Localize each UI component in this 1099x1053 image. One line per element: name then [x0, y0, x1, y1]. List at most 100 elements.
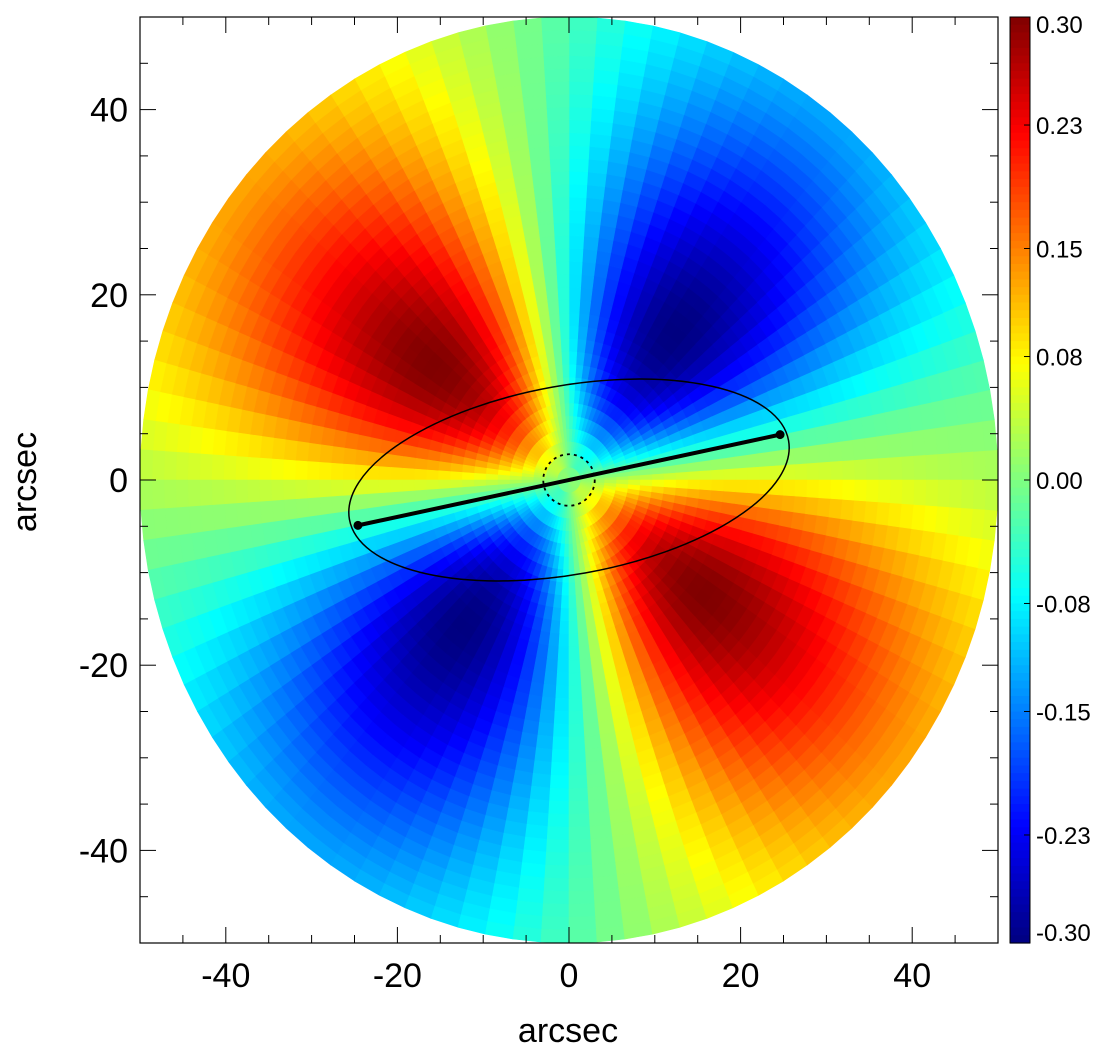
heatmap-cell	[330, 462, 344, 481]
colorbar-step	[1010, 757, 1030, 767]
colorbar-step	[1010, 834, 1030, 844]
heatmap-cell	[449, 479, 463, 489]
heatmap-cell	[556, 273, 570, 288]
colorbar-step	[1010, 672, 1030, 682]
heatmap-cell	[586, 171, 607, 188]
heatmap-cell	[540, 248, 557, 264]
colorbar-step	[1010, 47, 1030, 57]
heatmap-cell	[710, 489, 724, 503]
colorbar-step	[1010, 827, 1030, 836]
heatmap-cell	[734, 491, 748, 506]
heatmap-cell	[806, 479, 820, 498]
colorbar-step	[1010, 750, 1030, 759]
heatmap-cell	[568, 209, 586, 224]
heatmap-cell	[568, 633, 580, 648]
heatmap-cell	[769, 493, 784, 511]
heatmap-cell	[306, 461, 320, 481]
heatmap-cell	[595, 17, 626, 35]
colorbar-tick-label: 0.23	[1036, 113, 1083, 140]
colorbar-step	[1010, 233, 1030, 242]
heatmap-cell	[540, 16, 570, 32]
heatmap-cell	[587, 158, 609, 175]
heatmap-cell	[235, 479, 249, 504]
heatmap-cell	[585, 747, 604, 763]
heatmap-cell	[539, 709, 556, 725]
heatmap-cell	[485, 473, 498, 481]
colorbar-step	[1010, 310, 1030, 319]
heatmap-cell	[568, 864, 594, 880]
heatmap-cell	[588, 145, 610, 162]
heatmap-cell	[588, 133, 612, 149]
heatmap-cell	[546, 839, 570, 854]
heatmap-cell	[389, 479, 403, 493]
colorbar-step	[1010, 32, 1030, 41]
colorbar-step	[1010, 688, 1030, 697]
heatmap-cell	[568, 877, 595, 892]
heatmap-cell	[542, 55, 570, 70]
colorbar-step	[1010, 78, 1030, 88]
heatmap-field	[139, 16, 999, 944]
heatmap-cell	[528, 798, 550, 815]
heatmap-cell	[318, 462, 332, 481]
heatmap-cell	[318, 444, 334, 464]
colorbar-step	[1010, 441, 1030, 450]
heatmap-cell	[549, 619, 561, 635]
heatmap-cell	[318, 479, 332, 498]
overlay-layer	[348, 378, 790, 582]
heatmap-cell	[587, 313, 600, 329]
colorbar-step	[1010, 773, 1030, 782]
heatmap-cell	[782, 479, 796, 497]
heatmap-cell	[547, 132, 570, 147]
heatmap-cell	[580, 274, 595, 290]
heatmap-cell	[568, 158, 589, 173]
heatmap-cell	[271, 437, 286, 461]
heatmap-cell	[582, 235, 599, 251]
heatmap-cell	[282, 459, 296, 481]
heatmap-cell	[246, 479, 261, 504]
heatmap-cell	[770, 479, 784, 496]
colorbar-step	[1010, 325, 1030, 334]
heatmap-cell	[558, 312, 570, 327]
heatmap-cell	[437, 470, 451, 481]
heatmap-cell	[437, 461, 452, 472]
heatmap-cell	[223, 479, 237, 505]
heatmap-cell	[259, 436, 274, 460]
heatmap-cell	[529, 158, 551, 175]
colorbar-step	[1010, 364, 1030, 373]
heatmap-cell	[553, 710, 570, 725]
colorbar-tick-label: -0.15	[1036, 700, 1091, 727]
heatmap-cell	[604, 479, 617, 484]
heatmap-cell	[512, 17, 543, 35]
heatmap-cell	[574, 364, 584, 379]
heatmap-cell	[568, 325, 579, 340]
colorbar-step	[1010, 418, 1030, 427]
heatmap-cell	[589, 120, 613, 137]
heatmap-cell	[804, 444, 820, 464]
heatmap-cell	[568, 800, 590, 815]
x-tick-label: 20	[722, 957, 760, 995]
colorbar-step	[1010, 696, 1030, 705]
heatmap-cell	[828, 441, 843, 462]
heatmap-cell	[342, 447, 357, 466]
heatmap-cell	[583, 721, 601, 738]
heatmap-cell	[568, 672, 582, 687]
y-tick-label: 0	[109, 462, 128, 500]
colorbar-step	[1010, 603, 1030, 612]
heatmap-cell	[949, 479, 963, 509]
heatmap-cell	[559, 325, 570, 340]
y-tick-label: -20	[79, 647, 128, 685]
heatmap-cell	[568, 93, 593, 109]
inner-dotted-circle	[542, 453, 596, 507]
heatmap-cell	[330, 446, 345, 465]
heatmap-cell	[568, 171, 589, 186]
heatmap-cell	[557, 299, 570, 314]
heatmap-cell	[175, 451, 189, 481]
heatmap-cell	[554, 581, 564, 596]
heatmap-cell	[757, 451, 772, 467]
heatmap-cell	[568, 749, 587, 764]
heatmap-cell	[543, 68, 570, 83]
colorbar-step	[1010, 765, 1030, 774]
heatmap-cell	[937, 452, 951, 481]
heatmap-cell	[531, 668, 547, 685]
heatmap-cell	[982, 509, 998, 541]
